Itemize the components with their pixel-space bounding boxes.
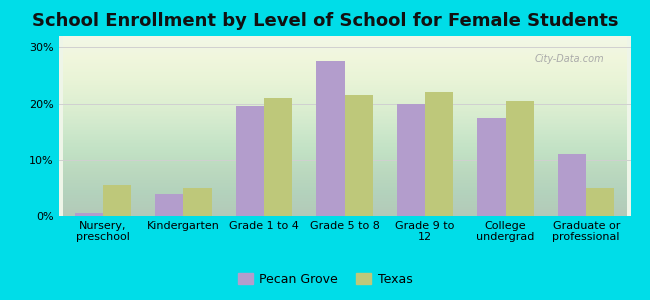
Bar xyxy=(155,194,183,216)
Bar xyxy=(478,118,506,216)
Legend: Pecan Grove, Texas: Pecan Grove, Texas xyxy=(233,268,417,291)
Bar xyxy=(236,106,264,216)
Bar xyxy=(264,98,292,216)
Bar xyxy=(397,103,425,216)
Bar xyxy=(344,95,372,216)
Bar xyxy=(506,101,534,216)
Text: City-Data.com: City-Data.com xyxy=(535,54,604,64)
Bar xyxy=(317,61,345,216)
Bar xyxy=(586,188,614,216)
Bar xyxy=(103,185,131,216)
Bar xyxy=(183,188,211,216)
Bar xyxy=(425,92,453,216)
Bar xyxy=(75,213,103,216)
Text: School Enrollment by Level of School for Female Students: School Enrollment by Level of School for… xyxy=(32,12,618,30)
Bar xyxy=(558,154,586,216)
